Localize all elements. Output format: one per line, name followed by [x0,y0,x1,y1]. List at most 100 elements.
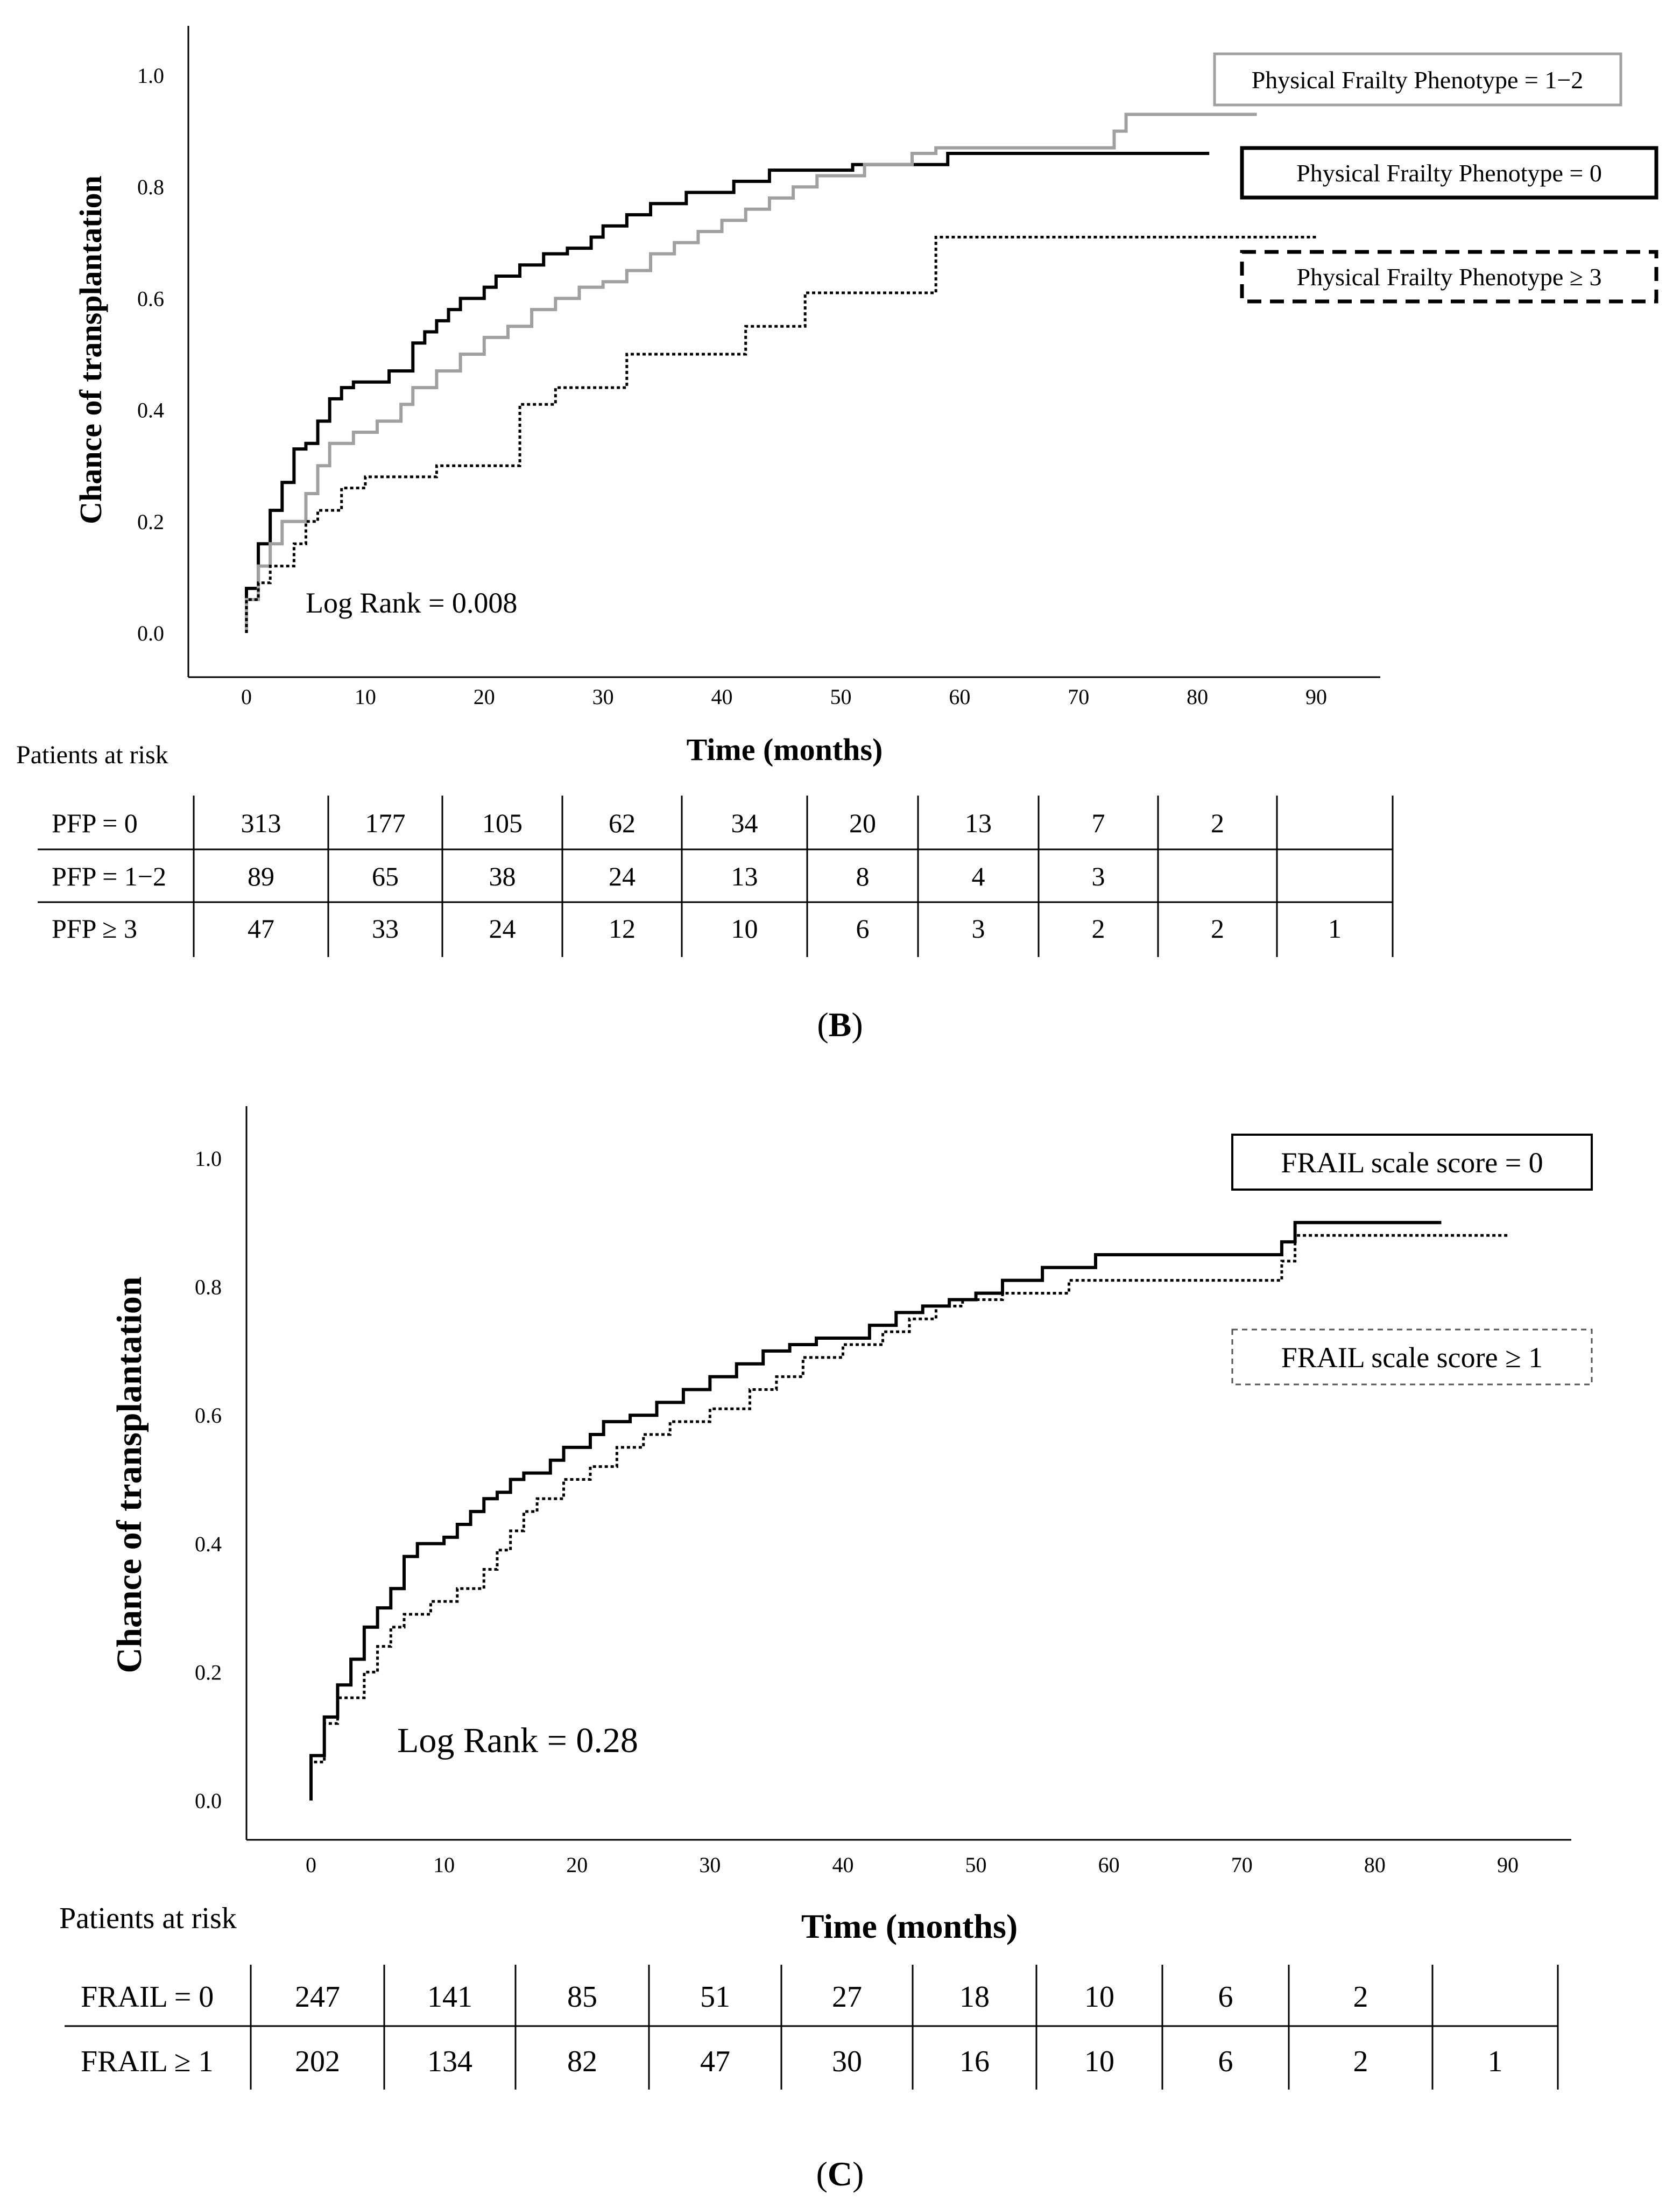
km-series-line [245,152,1210,633]
x-tick-label: 30 [699,1853,721,1877]
risk-cell: 8 [856,861,870,891]
risk-row-label: PFP = 1−2 [52,861,166,891]
risk-cell: 82 [567,2045,597,2078]
risk-cell: 105 [482,808,523,838]
risk-cell: 7 [1092,808,1105,838]
x-tick-label: 90 [1497,1853,1519,1877]
risk-cell: 6 [1218,1980,1233,2014]
legend-label: Physical Frailty Phenotype ≥ 3 [1297,263,1602,291]
risk-cell: 3 [1092,861,1105,891]
x-tick-label: 70 [1231,1853,1253,1877]
risk-row-label: PFP ≥ 3 [52,913,137,944]
x-tick-label: 20 [474,685,495,709]
legend-label: FRAIL scale score ≥ 1 [1281,1341,1543,1374]
x-tick-label: 90 [1305,685,1327,709]
risk-row-label: FRAIL = 0 [81,1980,214,2014]
y-tick-label: 0.8 [137,175,164,199]
risk-table-title: Patients at risk [16,741,168,769]
y-tick-label: 1.0 [137,64,164,88]
panel-c-chart: 0.0 0.2 0.4 0.6 0.8 1.0 0 10 20 30 40 50 60 70 80 90 C… [59,1106,1593,2193]
x-tick-label: 20 [566,1853,588,1877]
km-series-line [309,1234,1508,1801]
x-axis-title: Time (months) [687,732,883,767]
x-tick-label: 80 [1364,1853,1386,1877]
risk-cell: 2 [1353,1980,1368,2014]
x-tick-label: 60 [949,685,970,709]
y-tick-label: 0.0 [137,621,164,645]
y-tick-label: 0.0 [195,1789,222,1813]
risk-cell: 13 [965,808,992,838]
x-tick-label: 60 [1098,1853,1120,1877]
risk-cell: 313 [241,808,281,838]
risk-row-label: FRAIL ≥ 1 [81,2045,213,2078]
risk-cell: 10 [1084,1980,1114,2014]
risk-cell: 20 [849,808,876,838]
risk-cell: 4 [972,861,985,891]
km-series-line [245,235,1316,633]
y-tick-label: 0.6 [195,1403,222,1428]
risk-cell: 85 [567,1980,597,2014]
risk-cell: 33 [372,913,399,944]
risk-table-title: Patients at risk [59,1902,237,1935]
legend-pfp-1-2: Physical Frailty Phenotype = 1−2 [1213,52,1622,107]
panel-b-chart: 0.0 0.2 0.4 0.6 0.8 1.0 0 10 20 30 40 50 60 70 80 90 C… [16,26,1658,1044]
risk-cell: 202 [295,2045,340,2078]
y-tick-label: 0.2 [195,1660,222,1684]
x-tick-label: 10 [433,1853,455,1877]
risk-cell: 24 [609,861,636,891]
risk-cell: 30 [832,2045,862,2078]
km-series-line [309,1221,1442,1801]
y-tick-label: 1.0 [195,1147,222,1171]
risk-cell: 38 [489,861,516,891]
risk-cell: 177 [365,808,406,838]
risk-cell: 62 [609,808,636,838]
risk-cell: 2 [1211,913,1224,944]
y-tick-label: 0.8 [195,1275,222,1299]
legend-label: Physical Frailty Phenotype = 0 [1296,159,1602,187]
risk-cell: 24 [489,913,516,944]
risk-row-label: PFP = 0 [52,808,138,838]
risk-cell: 141 [427,1980,472,2014]
x-tick-label: 50 [830,685,851,709]
legend-frail-0: FRAIL scale score = 0 [1231,1134,1593,1191]
x-tick-label: 0 [306,1853,316,1877]
x-tick-label: 0 [241,685,252,709]
risk-cell: 89 [248,861,274,891]
y-tick-label: 0.2 [137,510,164,534]
risk-cell: 12 [609,913,636,944]
x-tick-label: 70 [1068,685,1089,709]
legend-frail-1: FRAIL scale score ≥ 1 [1231,1328,1593,1386]
km-series-line [245,112,1257,633]
risk-cell: 2 [1092,913,1105,944]
risk-cell: 27 [832,1980,862,2014]
x-tick-label: 30 [592,685,614,709]
y-axis-title: Chance of transplantation [110,1276,149,1673]
risk-cell: 6 [1218,2045,1233,2078]
log-rank-annotation: Log Rank = 0.28 [397,1721,638,1760]
risk-cell: 16 [959,2045,990,2078]
x-tick-label: 40 [711,685,733,709]
y-tick-label: 0.6 [137,286,164,311]
panel-label-c: (C) [816,2155,864,2193]
x-axis-title: Time (months) [801,1907,1018,1945]
legend-label: Physical Frailty Phenotype = 1−2 [1252,66,1584,94]
risk-cell: 10 [1084,2045,1114,2078]
x-tick-label: 50 [965,1853,987,1877]
risk-cell: 1 [1488,2045,1503,2078]
legend-pfp-0: Physical Frailty Phenotype = 0 [1240,146,1658,200]
risk-cell: 47 [700,2045,730,2078]
x-tick-label: 10 [355,685,376,709]
y-axis-title: Chance of transplantation [73,175,108,524]
risk-cell: 247 [295,1980,340,2014]
log-rank-annotation: Log Rank = 0.008 [306,587,517,619]
risk-table: FRAIL = 0 FRAIL ≥ 1 247 141 85 51 27 18 10 6 220… [65,1965,1559,2090]
x-tick-label: 80 [1187,685,1208,709]
y-tick-label: 0.4 [195,1532,222,1556]
risk-cell: 2 [1353,2045,1368,2078]
risk-cell: 2 [1211,808,1224,838]
risk-table: PFP = 0 PFP = 1−2 PFP ≥ 3 313 177 105 62 3 4 2… [38,796,1394,957]
risk-cell: 65 [372,861,399,891]
risk-cell: 47 [248,913,274,944]
risk-cell: 18 [959,1980,990,2014]
legend-label: FRAIL scale score = 0 [1281,1147,1543,1179]
